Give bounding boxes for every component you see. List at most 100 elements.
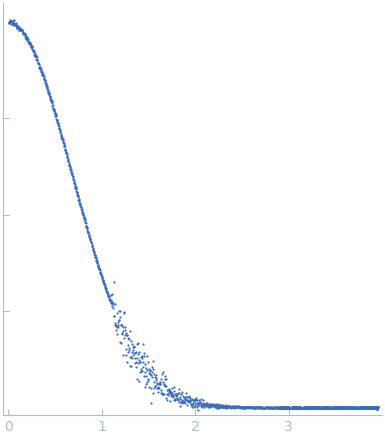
Point — [22, 33, 28, 40]
Point — [108, 296, 114, 303]
Point — [257, 404, 263, 411]
Point — [50, 106, 57, 113]
Point — [19, 27, 25, 34]
Point — [254, 404, 260, 411]
Point — [103, 286, 109, 293]
Point — [22, 31, 28, 38]
Point — [192, 402, 199, 409]
Point — [95, 261, 101, 268]
Point — [142, 364, 149, 371]
Point — [100, 277, 106, 284]
Point — [39, 72, 45, 79]
Point — [204, 402, 211, 409]
Point — [133, 349, 139, 356]
Point — [264, 404, 270, 411]
Point — [18, 27, 25, 34]
Point — [261, 404, 267, 411]
Point — [194, 403, 200, 410]
Point — [67, 163, 73, 170]
Point — [121, 310, 127, 317]
Point — [48, 97, 54, 104]
Point — [5, 19, 12, 26]
Point — [63, 149, 69, 156]
Point — [94, 260, 100, 267]
Point — [97, 269, 103, 276]
Point — [257, 404, 263, 411]
Point — [157, 378, 163, 385]
Point — [162, 373, 168, 380]
Point — [270, 404, 276, 411]
Point — [28, 44, 35, 51]
Point — [151, 385, 157, 392]
Point — [103, 285, 109, 292]
Point — [13, 23, 19, 30]
Point — [118, 321, 124, 328]
Point — [29, 44, 35, 51]
Point — [177, 390, 184, 397]
Point — [83, 222, 89, 229]
Point — [50, 105, 56, 112]
Point — [37, 66, 44, 73]
Point — [110, 304, 116, 311]
Point — [224, 403, 230, 410]
Point — [144, 352, 150, 359]
Point — [68, 166, 74, 173]
Point — [181, 395, 187, 402]
Point — [134, 340, 141, 347]
Point — [260, 404, 266, 411]
Point — [263, 404, 269, 411]
Point — [205, 403, 211, 410]
Point — [87, 234, 93, 241]
Point — [194, 396, 201, 403]
Point — [55, 119, 61, 126]
Point — [92, 251, 98, 258]
Point — [35, 61, 42, 68]
Point — [223, 402, 229, 409]
Point — [182, 395, 188, 402]
Point — [192, 403, 198, 410]
Point — [51, 108, 57, 114]
Point — [187, 396, 194, 403]
Point — [23, 34, 29, 41]
Point — [63, 149, 69, 156]
Point — [186, 393, 192, 400]
Point — [179, 397, 185, 404]
Point — [106, 293, 112, 300]
Point — [217, 401, 223, 408]
Point — [40, 73, 46, 80]
Point — [75, 192, 81, 199]
Point — [101, 281, 107, 288]
Point — [219, 403, 225, 410]
Point — [82, 216, 88, 223]
Point — [200, 402, 206, 409]
Point — [61, 140, 67, 147]
Point — [231, 404, 238, 411]
Point — [89, 242, 95, 249]
Point — [242, 403, 248, 410]
Point — [65, 157, 72, 164]
Point — [17, 25, 23, 32]
Point — [7, 17, 13, 24]
Point — [218, 402, 224, 409]
Point — [186, 393, 192, 400]
Point — [45, 87, 51, 94]
Point — [59, 135, 65, 142]
Point — [44, 83, 50, 90]
Point — [62, 146, 69, 153]
Point — [90, 248, 97, 255]
Point — [70, 177, 77, 184]
Point — [221, 403, 227, 410]
Point — [95, 264, 102, 271]
Point — [239, 404, 245, 411]
Point — [243, 404, 249, 411]
Point — [130, 346, 136, 353]
Point — [106, 295, 112, 302]
Point — [246, 404, 253, 411]
Point — [9, 19, 15, 26]
Point — [78, 203, 84, 210]
Point — [7, 19, 13, 26]
Point — [161, 390, 167, 397]
Point — [24, 35, 30, 42]
Point — [99, 274, 105, 281]
Point — [182, 396, 189, 403]
